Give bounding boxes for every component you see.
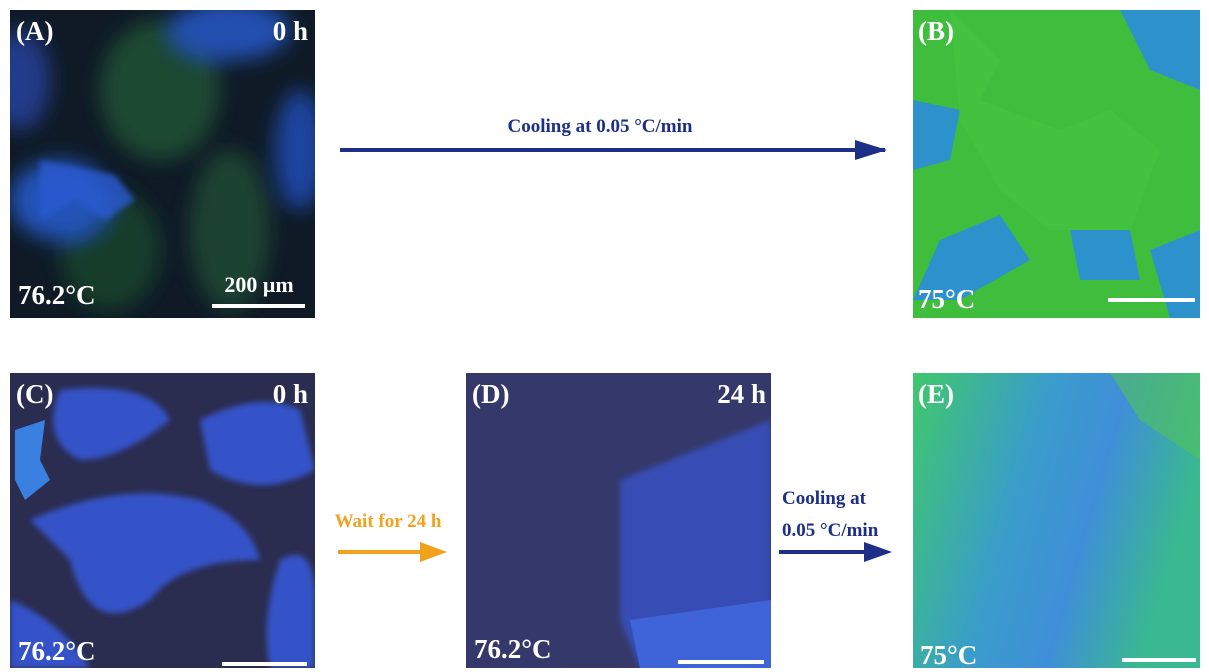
panel-label: (D) (472, 379, 509, 409)
micrograph-b (913, 10, 1200, 318)
scale-label: 200 μm (224, 272, 293, 297)
panel-label: (A) (16, 16, 53, 46)
panel-label: (C) (16, 379, 53, 409)
figure: (A) 0 h 76.2°C 200 μm (B) 75°C (C) 0 h 7… (0, 0, 1209, 672)
arrow-label: Wait for 24 h (335, 511, 442, 532)
temperature-label: 75°C (920, 640, 977, 670)
arrow-head (864, 542, 892, 562)
time-label: 24 h (717, 379, 766, 409)
panel-label: (B) (918, 16, 954, 46)
arrow-head (420, 542, 447, 562)
temperature-label: 76.2°C (18, 636, 96, 666)
temperature-label: 76.2°C (18, 280, 96, 310)
time-label: 0 h (273, 379, 308, 409)
panel-label: (E) (918, 379, 954, 409)
arrow-label: 0.05 °C/min (782, 520, 879, 541)
arrow-label: Cooling at (782, 488, 867, 509)
micrograph-c (10, 373, 315, 668)
micrograph-e (913, 373, 1200, 668)
temperature-label: 75°C (918, 284, 975, 314)
arrow-head (855, 140, 887, 160)
micrograph-a (0, 0, 325, 318)
temperature-label: 76.2°C (474, 634, 552, 664)
arrow-label: Cooling at 0.05 °C/min (508, 116, 693, 137)
micrograph-d (466, 373, 771, 668)
time-label: 0 h (273, 16, 308, 46)
